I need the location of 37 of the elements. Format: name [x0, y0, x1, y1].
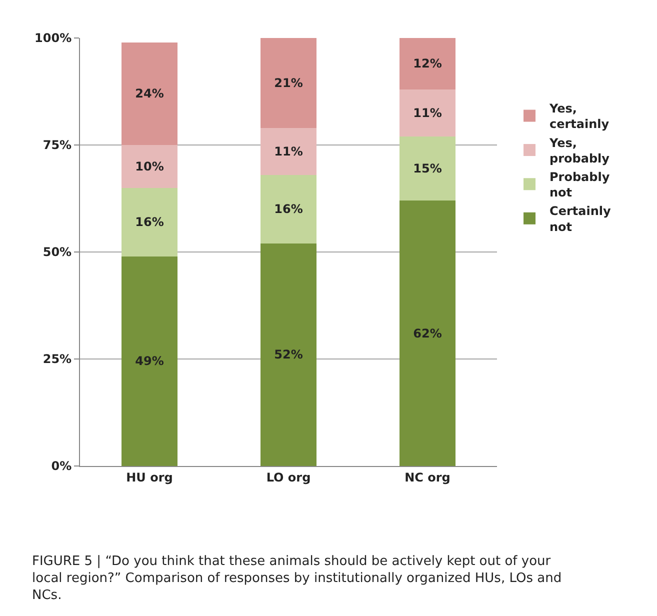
- legend-label: Certainly not: [550, 204, 611, 234]
- y-tick-label: 100%: [34, 31, 72, 46]
- bar: [122, 256, 178, 466]
- data-label: 12%: [413, 56, 442, 71]
- bar: [260, 174, 316, 244]
- legend-label: Yes, certainly: [548, 102, 610, 132]
- legend-label: Yes, probably: [548, 136, 610, 166]
- data-label: 10%: [135, 159, 164, 174]
- bar: [122, 188, 178, 256]
- y-tick-label: 50%: [42, 245, 72, 260]
- data-label: 62%: [413, 326, 442, 340]
- bar: [122, 145, 178, 188]
- bar: [400, 136, 456, 201]
- caption: FIGURE 5 | “Do you think that these animals should be actively kept out of your local region?” Comparison of responses by institutionally organized HUs, LOs and NCs.: [32, 554, 562, 603]
- y-tick-label: 25%: [42, 352, 72, 366]
- x-tick-label: NC org: [404, 470, 450, 484]
- data-label: 15%: [413, 162, 442, 176]
- bar: [122, 42, 178, 145]
- data-label: 24%: [135, 86, 164, 101]
- bar: [400, 89, 456, 136]
- data-label: 52%: [274, 348, 303, 362]
- x-tick-label: HU org: [126, 470, 173, 484]
- data-label: 11%: [274, 144, 303, 158]
- bar: [260, 128, 316, 175]
- y-tick-label: 75%: [42, 138, 72, 152]
- bar: [400, 38, 456, 90]
- data-label: 49%: [135, 354, 164, 368]
- y-tick-label: 0%: [51, 459, 72, 474]
- x-tick-label: LO org: [266, 470, 311, 484]
- bar: [260, 38, 316, 128]
- data-label: 16%: [135, 215, 164, 230]
- bar: [400, 200, 456, 466]
- bar: [260, 243, 316, 466]
- legend-label: Probably not: [550, 170, 610, 200]
- data-label: 16%: [274, 202, 303, 216]
- data-label: 21%: [274, 76, 303, 90]
- data-label: 11%: [413, 106, 442, 120]
